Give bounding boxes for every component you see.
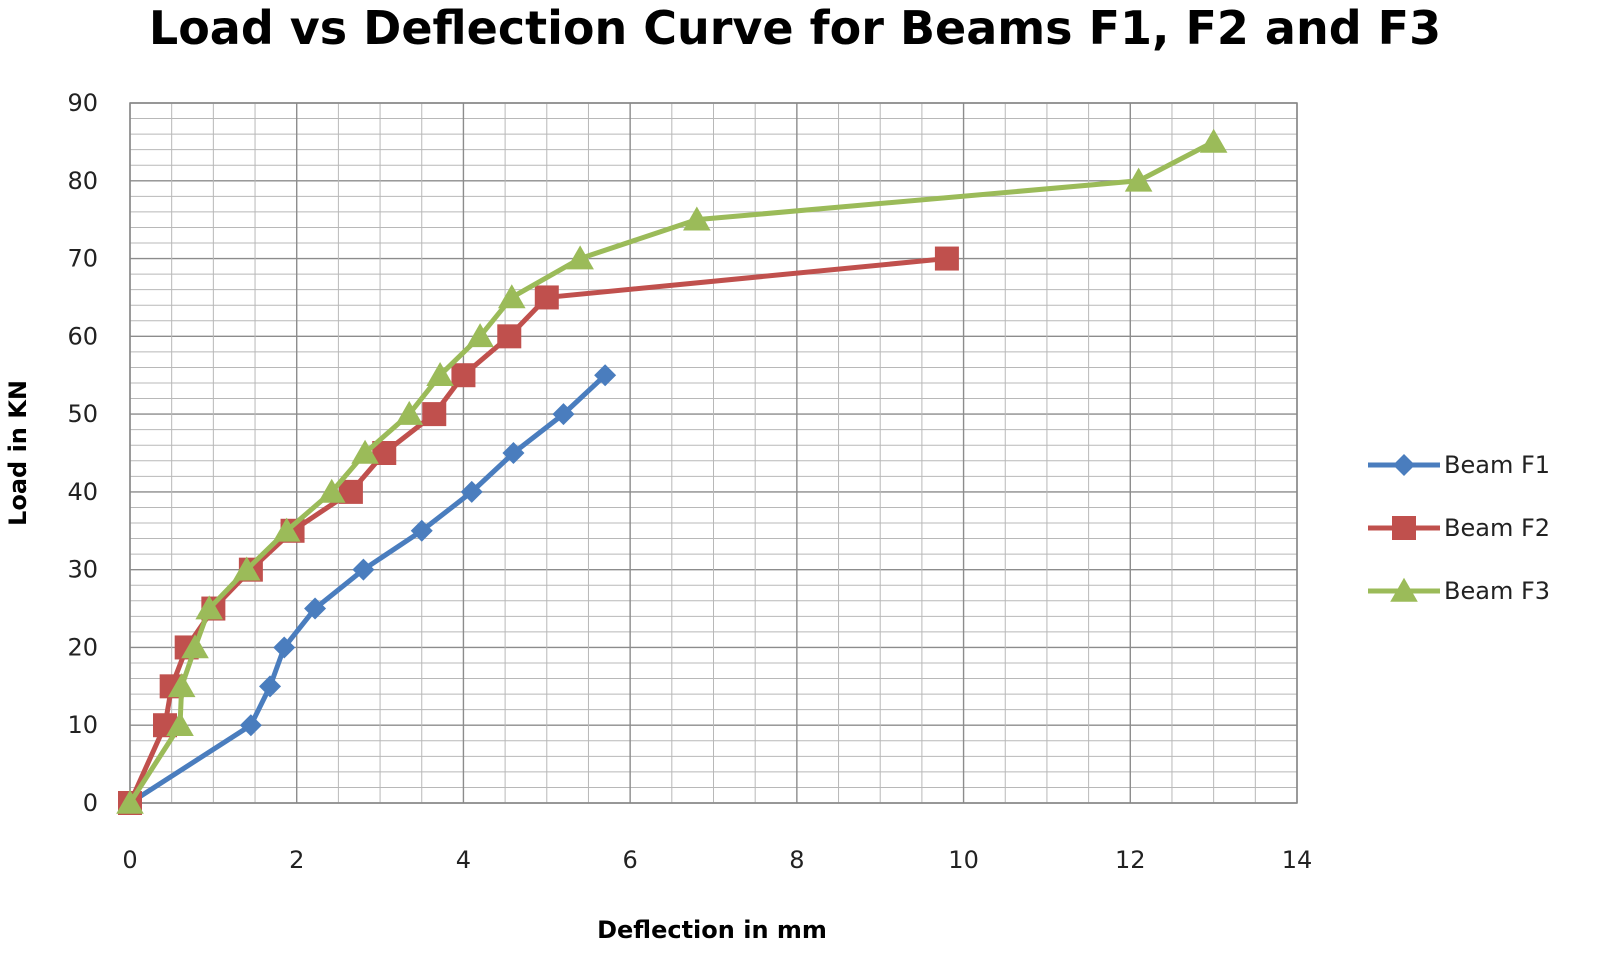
data-point [395, 400, 424, 425]
data-point [502, 442, 525, 464]
data-point [116, 789, 144, 814]
data-point [497, 284, 526, 309]
y-tick-label: 30 [67, 556, 98, 584]
legend-marker [1390, 577, 1418, 602]
plot-frame [129, 102, 1298, 804]
data-point [566, 245, 594, 270]
y-tick-label: 0 [83, 789, 98, 817]
data-point [167, 673, 196, 698]
data-point [195, 595, 223, 620]
data-point [410, 519, 433, 542]
data-point [594, 364, 617, 387]
legend-item: Beam F2 [1368, 514, 1550, 542]
y-axis-label: Load in KN [4, 380, 32, 526]
chart-title: Load vs Deflection Curve for Beams F1, F… [148, 1, 1442, 55]
legend-label: Beam F3 [1444, 577, 1550, 605]
legend-label: Beam F1 [1444, 451, 1550, 479]
data-point [1124, 167, 1153, 192]
gridlines [129, 102, 1298, 804]
y-tick-label: 70 [67, 245, 98, 273]
x-tick-label: 8 [789, 846, 804, 874]
series-1 [119, 364, 617, 814]
x-tick-label: 12 [1115, 846, 1146, 874]
y-tick-label: 90 [67, 89, 98, 117]
data-point [451, 363, 476, 388]
x-tick-label: 2 [289, 846, 304, 874]
series-3 [116, 128, 1228, 814]
legend-label: Beam F2 [1444, 514, 1550, 542]
x-tick-label: 14 [1282, 846, 1313, 874]
data-point [181, 634, 209, 659]
y-tick-label: 10 [67, 711, 98, 739]
data-point [497, 324, 522, 349]
data-point [466, 323, 494, 348]
x-tick-label: 4 [456, 846, 471, 874]
data-point [239, 714, 262, 737]
x-tick-label: 6 [623, 846, 638, 874]
data-point [422, 402, 447, 427]
data-point [273, 636, 296, 659]
legend: Beam F1 Beam F2 Beam F3 [1368, 451, 1550, 605]
data-point [1199, 128, 1228, 153]
y-tick-label: 20 [67, 633, 98, 661]
y-tick-label: 80 [67, 167, 98, 195]
data-point [259, 675, 282, 698]
data-point [460, 480, 483, 503]
data-point [317, 478, 346, 503]
data-point [232, 556, 261, 581]
data-point [426, 362, 454, 387]
data-point [272, 517, 301, 542]
legend-marker [1392, 516, 1416, 540]
legend-item: Beam F1 [1368, 451, 1550, 479]
x-tick-label: 10 [948, 846, 979, 874]
y-tick-label: 50 [67, 400, 98, 428]
data-point [304, 597, 327, 620]
y-tick-label: 40 [67, 478, 98, 506]
data-point [934, 246, 959, 271]
data-point [552, 403, 575, 426]
series [116, 128, 1228, 815]
data-point [351, 439, 379, 464]
y-tick-label: 60 [67, 322, 98, 350]
legend-marker [1393, 454, 1415, 476]
data-point [683, 206, 711, 231]
tick-labels: 0 10 20 30 40 50 60 70 80 90 0 2 4 6 8 10 12 14 [67, 89, 1312, 874]
data-point [352, 558, 375, 581]
legend-item: Beam F3 [1368, 577, 1550, 605]
x-tick-label: 0 [122, 846, 137, 874]
series-line [128, 373, 607, 806]
data-point [534, 285, 559, 310]
data-point [166, 712, 194, 737]
x-axis-label: Deflection in mm [597, 916, 827, 944]
